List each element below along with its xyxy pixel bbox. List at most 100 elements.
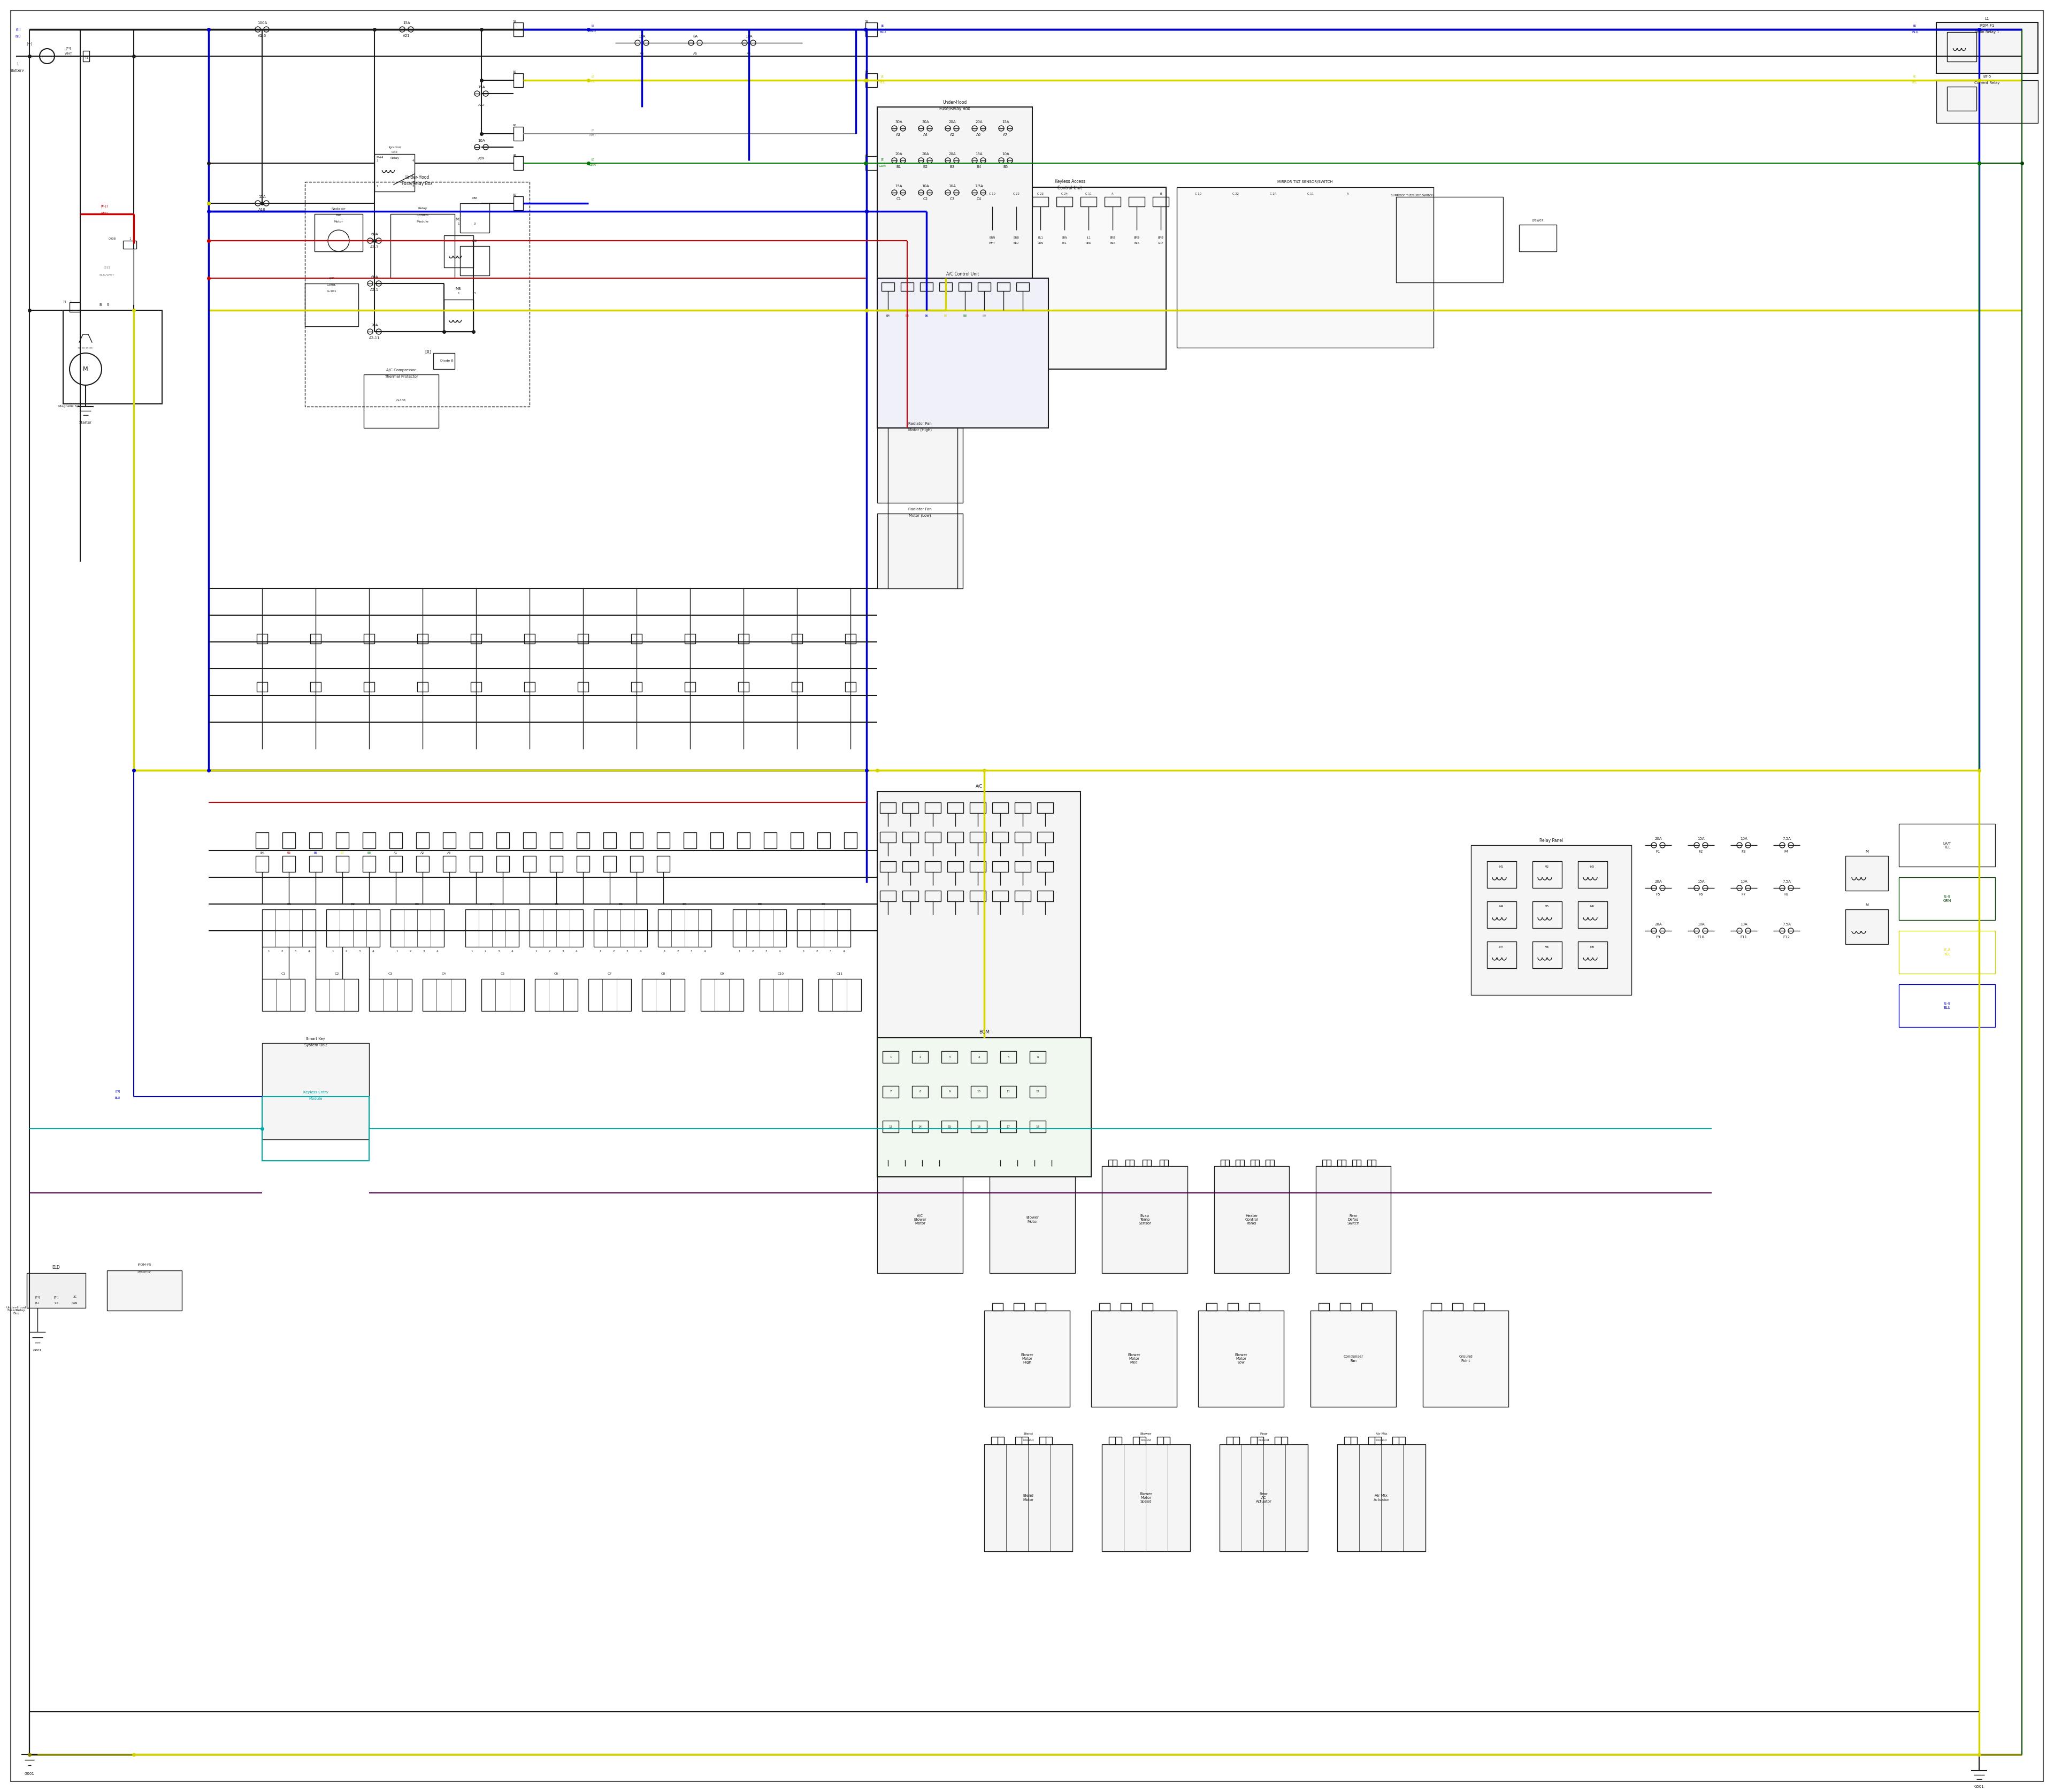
Text: F1: F1	[1656, 849, 1660, 853]
Bar	[364, 683, 374, 692]
Text: YEL: YEL	[589, 81, 596, 82]
Text: 3C: 3C	[74, 1296, 76, 1299]
Bar	[972, 1086, 986, 1098]
Text: BLU: BLU	[16, 36, 21, 38]
Text: Ground: Ground	[1140, 1439, 1152, 1441]
Text: 20A: 20A	[976, 120, 982, 124]
Text: (+): (+)	[27, 43, 33, 45]
Bar	[1577, 862, 1608, 889]
Text: G/SW07: G/SW07	[1532, 219, 1545, 222]
Text: Magnetic S/V: Magnetic S/V	[58, 405, 80, 409]
Text: 15A: 15A	[1697, 880, 1705, 883]
Bar	[444, 235, 472, 267]
Text: ELD: ELD	[51, 1265, 60, 1271]
Text: BLU: BLU	[1912, 30, 1918, 34]
Text: F9: F9	[1656, 935, 1660, 939]
Text: Under-Hood: Under-Hood	[405, 176, 429, 179]
Text: 15A: 15A	[259, 195, 265, 199]
Text: M: M	[1865, 849, 1869, 853]
Text: IE-8
GRN: IE-8 GRN	[1943, 896, 1951, 901]
Bar	[423, 978, 466, 1011]
Text: M4: M4	[1499, 905, 1504, 909]
Text: C9: C9	[719, 973, 725, 975]
Text: A4: A4	[922, 133, 928, 136]
Text: M: M	[82, 366, 88, 371]
Bar	[969, 891, 986, 901]
Bar	[992, 1437, 1004, 1444]
Bar	[1099, 1303, 1109, 1310]
Text: 15A: 15A	[976, 152, 982, 156]
Bar	[1237, 1159, 1245, 1167]
Bar	[984, 1310, 1070, 1407]
Text: A/C
Blower
Motor: A/C Blower Motor	[914, 1215, 926, 1226]
Bar	[912, 1086, 928, 1098]
Bar	[631, 634, 641, 643]
Bar	[64, 310, 162, 403]
Text: IPDM-F1: IPDM-F1	[1980, 23, 1994, 27]
Text: A22: A22	[479, 104, 485, 106]
Bar	[577, 634, 587, 643]
Text: A21: A21	[403, 34, 411, 38]
Bar	[27, 1272, 86, 1308]
Text: B6: B6	[618, 903, 622, 905]
Bar	[1352, 1159, 1360, 1167]
Bar	[844, 683, 857, 692]
Bar	[1937, 23, 2038, 73]
Bar	[1013, 1159, 1021, 1167]
Bar	[1033, 197, 1048, 206]
Text: Relay Panel: Relay Panel	[1538, 839, 1563, 844]
Bar	[1015, 831, 1031, 842]
Text: Motor (High): Motor (High)	[908, 428, 933, 432]
Text: Ground
Point: Ground Point	[1458, 1355, 1473, 1362]
Bar	[1214, 1167, 1290, 1272]
Text: Ground: Ground	[1259, 1439, 1269, 1441]
Text: BRB: BRB	[1013, 237, 1019, 240]
Bar	[984, 1444, 1072, 1552]
Text: B7: B7	[341, 851, 345, 855]
Text: BLU: BLU	[115, 1097, 121, 1098]
Bar	[107, 1271, 183, 1310]
Text: C4: C4	[976, 197, 982, 201]
Bar	[1473, 1303, 1485, 1310]
Bar	[1368, 1159, 1376, 1167]
Text: Smart Key: Smart Key	[306, 1038, 325, 1041]
Bar	[524, 683, 534, 692]
Bar	[514, 197, 524, 210]
Bar	[1339, 1303, 1352, 1310]
Text: C1: C1	[896, 197, 902, 201]
Text: Module: Module	[417, 220, 429, 222]
Bar	[263, 1043, 370, 1140]
Text: BRB: BRB	[1109, 237, 1115, 240]
Bar	[881, 283, 893, 290]
Bar	[947, 803, 963, 814]
Text: Module: Module	[308, 1097, 322, 1100]
Text: C 23: C 23	[1037, 192, 1043, 195]
Bar	[1177, 186, 1434, 348]
Text: A5: A5	[949, 133, 955, 136]
Bar	[1017, 283, 1029, 290]
Bar	[310, 857, 322, 873]
Bar	[364, 857, 376, 873]
Bar	[1015, 891, 1031, 901]
Text: BRB: BRB	[1134, 237, 1140, 240]
Text: B5: B5	[288, 851, 292, 855]
Bar	[1226, 1437, 1239, 1444]
Text: TEL: TEL	[1062, 242, 1066, 246]
Bar	[902, 1159, 910, 1167]
Bar	[700, 978, 744, 1011]
Bar	[1368, 1437, 1380, 1444]
Text: BCM: BCM	[980, 1030, 990, 1034]
Text: C 22: C 22	[1013, 192, 1019, 195]
Bar	[1577, 901, 1608, 928]
Bar	[577, 683, 587, 692]
Bar	[992, 831, 1009, 842]
Bar	[1009, 197, 1025, 206]
Bar	[877, 514, 963, 588]
Bar	[1037, 891, 1054, 901]
Bar	[879, 803, 896, 814]
Text: M44: M44	[376, 156, 384, 159]
Bar	[390, 213, 454, 278]
Bar	[1029, 1052, 1045, 1063]
Bar	[883, 1120, 900, 1133]
Bar	[737, 831, 750, 848]
